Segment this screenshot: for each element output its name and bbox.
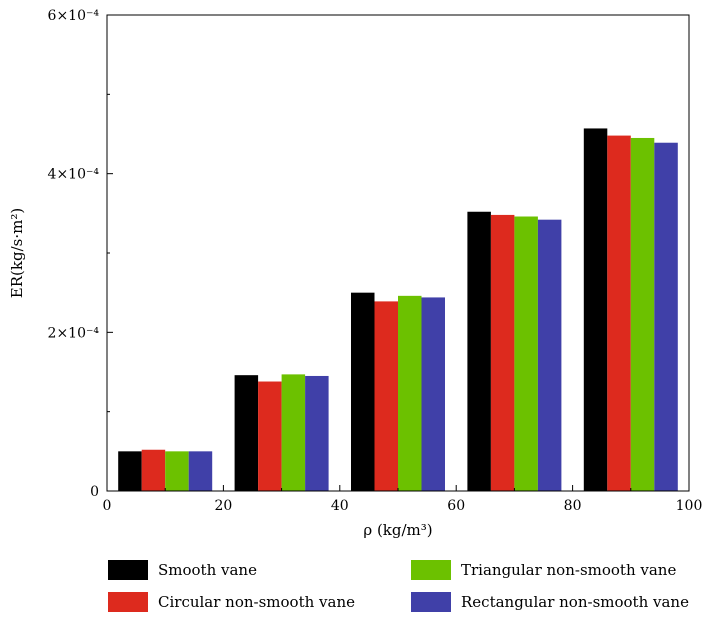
y-tick-label: 0 xyxy=(90,484,99,500)
x-axis-title: ρ (kg/m³) xyxy=(363,521,432,539)
bar-3-5 xyxy=(630,137,655,491)
x-tick-label: 40 xyxy=(331,498,349,514)
x-tick-label: 0 xyxy=(103,498,112,514)
x-tick-label: 80 xyxy=(564,498,582,514)
legend-swatch xyxy=(108,560,148,580)
bar-4-1 xyxy=(188,451,213,491)
bar-1-4 xyxy=(467,211,491,491)
y-tick-label: 4×10⁻⁴ xyxy=(48,167,100,183)
x-tick-label: 100 xyxy=(676,498,703,514)
bar-2-3 xyxy=(374,301,398,491)
legend-label: Triangular non-smooth vane xyxy=(461,561,676,579)
bar-2-2 xyxy=(258,381,282,491)
bar-1-1 xyxy=(118,451,142,491)
bar-2-5 xyxy=(607,135,631,491)
legend: Smooth vane Circular non-smooth vane Trian… xyxy=(108,560,689,612)
legend-swatch xyxy=(108,592,148,612)
x-tick-label: 20 xyxy=(214,498,232,514)
bar-3-3 xyxy=(398,295,422,491)
bar-4-3 xyxy=(421,297,445,491)
y-tick-label: 6×10⁻⁴ xyxy=(48,8,100,24)
legend-label: Rectangular non-smooth vane xyxy=(461,593,689,611)
bar-3-1 xyxy=(165,451,189,491)
legend-label: Circular non-smooth vane xyxy=(158,593,355,611)
bar-1-3 xyxy=(351,292,375,491)
bar-3-4 xyxy=(514,216,538,492)
ticks-group: 0 20 40 60 80 100 0 2×10⁻⁴ 4×10⁻⁴ 6×10⁻⁴ xyxy=(48,8,703,514)
legend-swatch xyxy=(411,560,451,580)
legend-label: Smooth vane xyxy=(158,561,257,579)
bar-1-2 xyxy=(234,375,259,491)
bars-group xyxy=(118,128,678,492)
y-axis-title: ER(kg/s·m²) xyxy=(8,208,26,298)
bar-1-5 xyxy=(583,128,608,492)
y-tick-label: 2×10⁻⁴ xyxy=(48,325,100,341)
bar-3-2 xyxy=(281,374,306,491)
bar-4-4 xyxy=(537,219,562,491)
bar-2-4 xyxy=(490,214,515,492)
bar-2-1 xyxy=(141,449,166,491)
legend-swatch xyxy=(411,592,451,612)
x-tick-label: 60 xyxy=(447,498,465,514)
bar-4-5 xyxy=(654,142,678,491)
bar-4-2 xyxy=(305,375,329,491)
